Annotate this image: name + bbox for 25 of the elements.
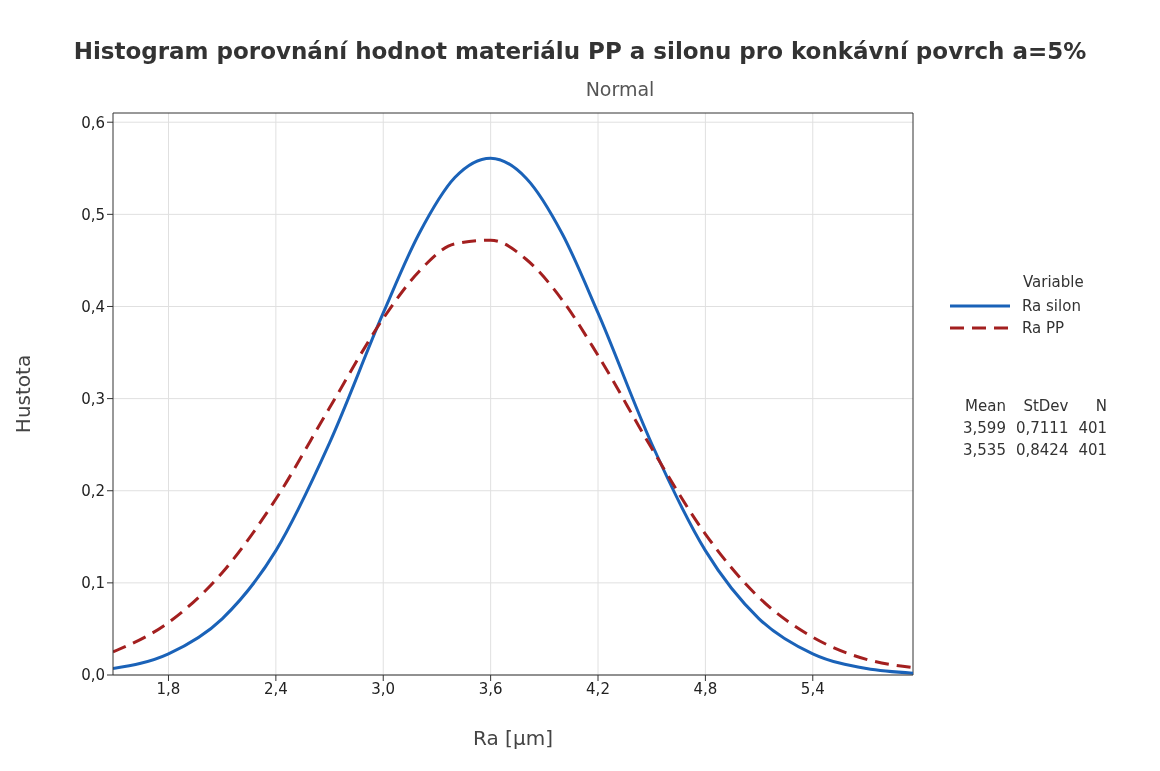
chart-subtitle: Normal [584, 78, 656, 100]
text: 3,599 0,7111 401 [963, 419, 1108, 437]
x-axis-title: Ra [µm] [473, 726, 553, 750]
y-axis-title: Hustota [11, 354, 36, 434]
y-tick-label: 0,5 [81, 205, 105, 224]
y-tick-label: 0,3 [81, 389, 105, 408]
y-tick-label: 0,2 [81, 482, 105, 501]
legend-title: Variable [1023, 273, 1084, 291]
x-tick-label: 3,0 [371, 679, 396, 698]
x-tick-label: 3,6 [478, 679, 503, 698]
x-tick-label: 4,2 [586, 679, 610, 698]
chart-title: Histogram porovnání hodnot materiálu PP a silonu pro konkávní povrch a=5% [72, 38, 1088, 64]
y-tick-label: 0,1 [81, 574, 105, 593]
line-series [113, 238, 913, 670]
text: 3,535 0,8424 401 [963, 441, 1108, 459]
x-tick-label: 1,8 [156, 679, 181, 698]
legend-label: Ra silon [1022, 297, 1081, 315]
x-tick-label: 4,8 [693, 679, 718, 698]
y-tick-label: 0,6 [81, 113, 105, 132]
x-tick-label: 2,4 [263, 679, 288, 698]
x-tick-label: 5,4 [800, 679, 825, 698]
y-tick-label: 0,0 [81, 666, 105, 685]
legend-label: Ra PP [1022, 319, 1065, 337]
y-tick-label: 0,4 [81, 297, 105, 316]
text: Mean StDev N [965, 397, 1108, 415]
